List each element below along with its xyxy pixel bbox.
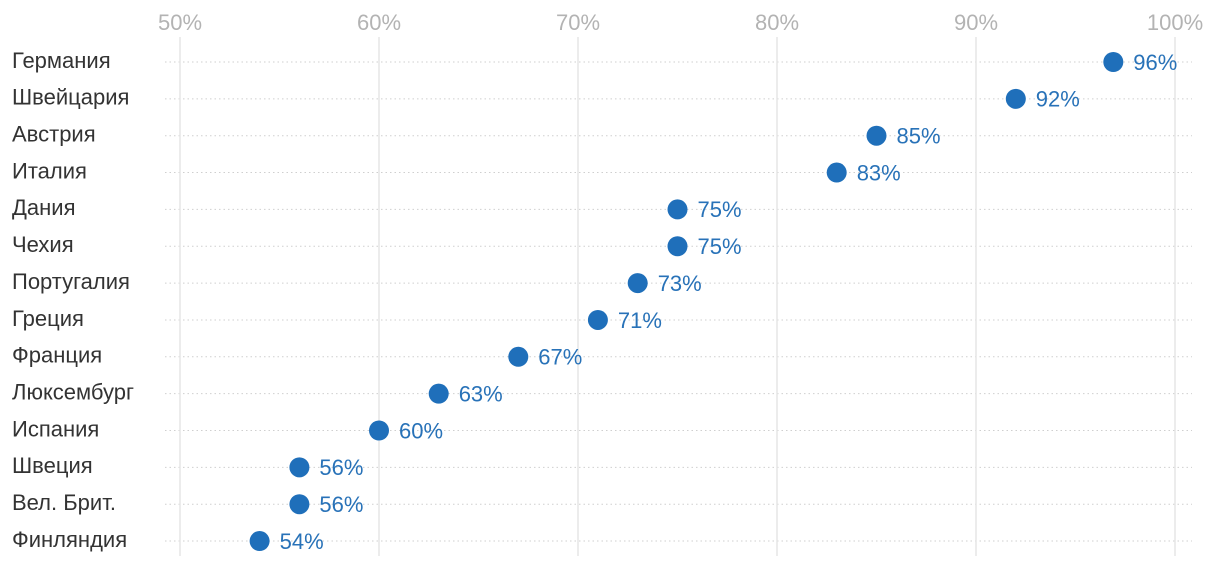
category-label: Швейцария (12, 85, 129, 110)
category-label: Чехия (12, 232, 74, 257)
category-labels: Германия Швейцария Австрия Италия Дания Чехия… (12, 48, 134, 552)
category-label: Финляндия (12, 527, 127, 552)
category-label: Австрия (12, 122, 96, 147)
value-label: 60% (399, 418, 443, 443)
value-labels: 96% 92% 85% 83% 75% 75% 73% 71% 67% 63% 60% 56% 56% 5… (280, 50, 1178, 554)
x-tick-labels: 50% 60% 70% 80% 90% 100% (158, 10, 1203, 35)
value-label: 83% (857, 160, 901, 185)
value-label: 85% (897, 124, 941, 149)
value-label: 75% (698, 234, 742, 259)
category-label: Дания (12, 195, 76, 220)
data-point (249, 531, 270, 552)
data-point (667, 236, 688, 257)
value-label: 63% (459, 381, 503, 406)
value-label: 73% (658, 271, 702, 296)
value-label: 54% (280, 529, 324, 554)
data-point (667, 199, 688, 220)
x-tick-label: 100% (1147, 10, 1203, 35)
data-point (289, 494, 310, 515)
category-label: Италия (12, 158, 87, 183)
x-tick-label: 80% (755, 10, 799, 35)
category-label: Швеция (12, 453, 93, 478)
data-point (1005, 88, 1026, 109)
data-point (866, 125, 887, 146)
data-points (249, 52, 1124, 552)
data-point (508, 346, 529, 367)
category-label: Вел. Брит. (12, 490, 116, 515)
category-label: Люксембург (12, 379, 134, 404)
category-label: Франция (12, 343, 102, 368)
value-label: 96% (1133, 50, 1177, 75)
value-label: 56% (319, 455, 363, 480)
data-point (627, 273, 648, 294)
category-label: Германия (12, 48, 111, 73)
data-point (289, 457, 310, 478)
x-tick-label: 70% (556, 10, 600, 35)
category-label: Португалия (12, 269, 130, 294)
x-tick-label: 50% (158, 10, 202, 35)
data-point (369, 420, 389, 441)
value-label: 75% (698, 197, 742, 222)
x-tick-label: 90% (954, 10, 998, 35)
data-point (1103, 52, 1124, 72)
data-point (587, 309, 608, 330)
data-point (826, 162, 847, 183)
value-label: 71% (618, 308, 662, 333)
data-point (428, 383, 449, 404)
category-label: Греция (12, 306, 84, 331)
value-label: 56% (319, 492, 363, 517)
value-label: 67% (538, 345, 582, 370)
value-label: 92% (1036, 87, 1080, 112)
x-tick-label: 60% (357, 10, 401, 35)
category-label: Испания (12, 416, 99, 441)
